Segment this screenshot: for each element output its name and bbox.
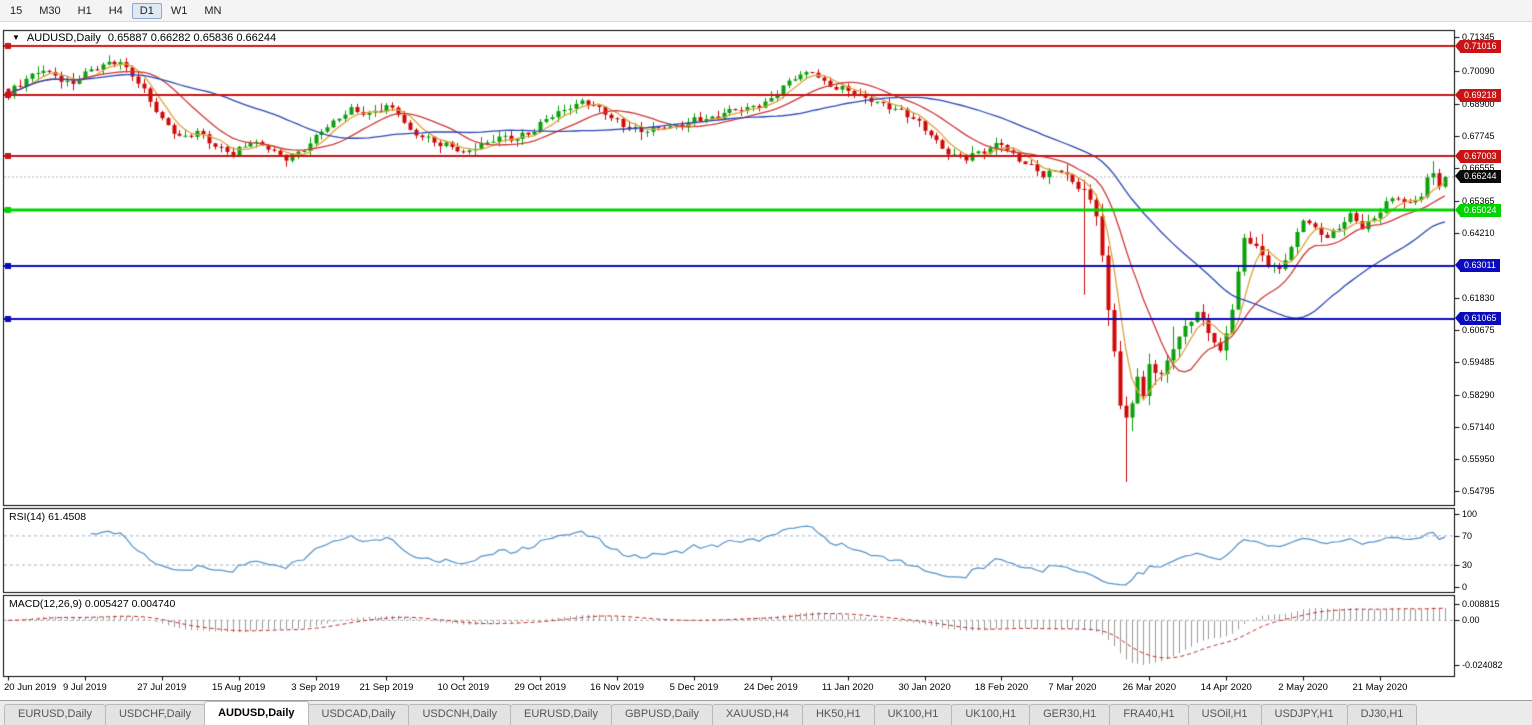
date-label: 21 Sep 2019: [359, 682, 414, 693]
price-axis-tick: 0.70090: [1462, 66, 1495, 77]
date-label: 24 Dec 2019: [743, 682, 798, 693]
tab-eurusd-daily[interactable]: EURUSD,Daily: [510, 704, 612, 725]
timeframe-button-15[interactable]: 15: [10, 4, 23, 17]
date-label: 30 Jan 2020: [898, 682, 951, 693]
chart-symbol-label: AUDUSD,Daily: [26, 32, 101, 44]
price-axis-tick: 0.54795: [1462, 485, 1495, 496]
price-axis-tick: 0.57140: [1462, 421, 1495, 432]
tab-usdjpy-h1[interactable]: USDJPY,H1: [1260, 704, 1348, 725]
date-label: 18 Feb 2020: [974, 682, 1029, 693]
symbol-dropdown-icon[interactable]: ▼: [12, 33, 20, 42]
chart-tabbar: EURUSD,Daily USDCHF,Daily AUDUSD,Daily USDC…: [0, 700, 1532, 725]
tab-uk100-h1[interactable]: UK100,H1: [873, 704, 953, 725]
date-label: 16 Nov 2019: [590, 682, 645, 693]
date-label: 14 Apr 2020: [1200, 682, 1252, 693]
tab-usdchf-daily[interactable]: USDCHF,Daily: [104, 704, 206, 725]
price-axis-tick: 0.58290: [1462, 390, 1495, 401]
price-axis-tick: 0.64210: [1462, 227, 1495, 238]
tab-ger30-h1[interactable]: GER30,H1: [1029, 704, 1111, 725]
price-axis-tick: 0.68900: [1462, 99, 1495, 110]
rsi-axis-tick: 30: [1462, 560, 1473, 571]
macd-indicator-label: MACD(12,26,9) 0.005427 0.004740: [9, 598, 176, 610]
tab-xauusd-h4[interactable]: XAUUSD,H4: [711, 704, 803, 725]
date-label: 5 Dec 2019: [669, 682, 719, 693]
timeframe-button-m30[interactable]: M30: [39, 4, 61, 17]
price-axis-tick: 0.65365: [1462, 196, 1495, 207]
date-label: 10 Oct 2019: [437, 682, 490, 693]
date-label: 9 Jul 2019: [62, 682, 107, 693]
date-label: 11 Jan 2020: [821, 682, 874, 693]
rsi-axis-tick: 100: [1462, 509, 1478, 519]
price-level-label[interactable]: 0.61065: [1455, 312, 1501, 326]
timeframe-button-mn[interactable]: MN: [204, 4, 222, 17]
macd-axis-tick: 0.00: [1462, 615, 1480, 626]
timeframe-button-d1[interactable]: D1: [131, 2, 162, 19]
date-label: 27 Jul 2019: [137, 682, 187, 693]
date-label: 26 Mar 2020: [1122, 682, 1176, 693]
tab-usdcnh-daily[interactable]: USDCNH,Daily: [408, 704, 512, 725]
date-label: 29 Oct 2019: [514, 682, 567, 693]
tab-usoil-h1[interactable]: USOil,H1: [1187, 704, 1262, 725]
timeframe-button-h1[interactable]: H1: [77, 4, 92, 17]
rsi-indicator-label: RSI(14) 61.4508: [9, 511, 87, 523]
price-level-label[interactable]: 0.63011: [1455, 259, 1500, 273]
price-axis-tick: 0.66555: [1462, 163, 1495, 174]
price-level-label[interactable]: 0.67003: [1455, 149, 1501, 163]
timeframe-toolbar: 15 M30 H1 H4 D1 W1 MN: [0, 0, 1532, 22]
tab-gbpusd-daily[interactable]: GBPUSD,Daily: [611, 704, 713, 725]
tab-audusd-daily[interactable]: AUDUSD,Daily: [204, 701, 309, 725]
rsi-axis-tick: 70: [1462, 530, 1473, 541]
tab-hk50-h1[interactable]: HK50,H1: [801, 704, 875, 725]
price-axis-tick: 0.71345: [1462, 31, 1495, 42]
chart-title: ▼ AUDUSD,Daily 0.65887 0.66282 0.65836 0…: [12, 32, 276, 44]
current-price-box: 0.66244: [1455, 170, 1501, 184]
date-label: 21 May 2020: [1352, 682, 1408, 693]
date-label: 20 Jun 2019: [4, 682, 57, 693]
macd-axis-tick: -0.024082: [1462, 660, 1503, 670]
price-level-label[interactable]: 0.71016: [1455, 39, 1501, 53]
tab-uk100-h1[interactable]: UK100,H1: [951, 704, 1031, 725]
date-label: 7 Mar 2020: [1048, 682, 1097, 693]
rsi-axis-tick: 0: [1462, 582, 1468, 592]
price-level-label[interactable]: 0.69218: [1455, 88, 1501, 102]
macd-axis-tick: 0.008815: [1462, 599, 1500, 609]
price-axis-tick: 0.59485: [1462, 357, 1495, 368]
chart-ohlc-values: 0.65887 0.66282 0.65836 0.66244: [107, 32, 277, 44]
date-label: 3 Sep 2019: [291, 682, 340, 693]
date-label: 15 Aug 2019: [211, 682, 266, 693]
price-axis-tick: 0.60675: [1462, 324, 1495, 335]
tab-usdcad-daily[interactable]: USDCAD,Daily: [307, 704, 410, 725]
price-level-label[interactable]: 0.65024: [1455, 203, 1501, 217]
tab-dj30-h1[interactable]: DJ30,H1: [1346, 704, 1418, 725]
timeframe-button-w1[interactable]: W1: [170, 4, 188, 17]
price-axis-tick: 0.67745: [1462, 130, 1495, 141]
price-axis-tick: 0.55950: [1462, 454, 1495, 465]
date-label: 2 May 2020: [1278, 682, 1328, 693]
tab-eurusd-daily[interactable]: EURUSD,Daily: [4, 704, 106, 725]
tab-fra40-h1[interactable]: FRA40,H1: [1109, 704, 1189, 725]
timeframe-button-h4[interactable]: H4: [108, 4, 123, 17]
price-axis-tick: 0.61830: [1462, 292, 1495, 303]
